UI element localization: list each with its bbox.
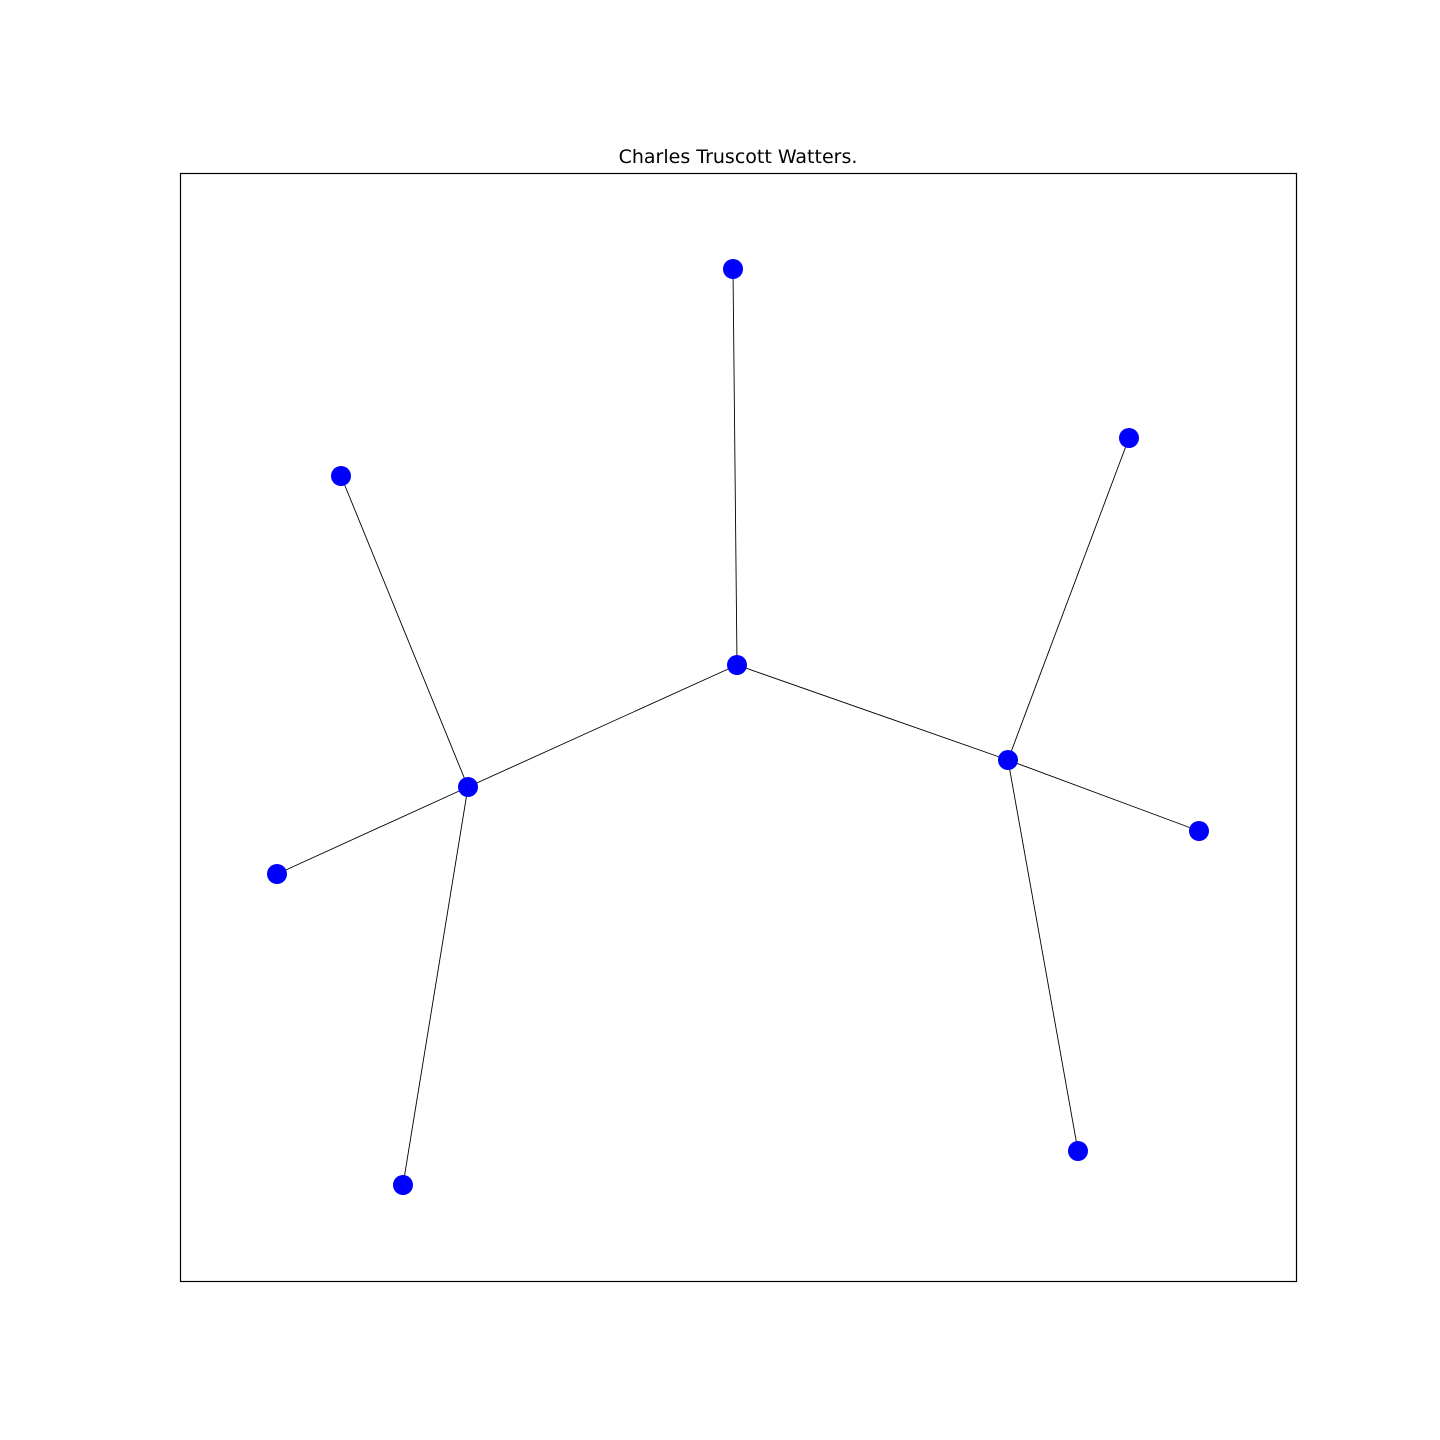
- node-center: [727, 655, 747, 675]
- edge-right-hub-right-upper: [1007, 437, 1130, 761]
- edge-left-hub-left-upper: [340, 475, 469, 788]
- edge-center-right-hub: [736, 664, 1009, 761]
- edge-left-hub-left-side: [276, 786, 469, 875]
- node-top: [723, 259, 743, 279]
- edge-left-hub-left-bottom: [402, 786, 469, 1186]
- edge-center-left-hub: [467, 664, 738, 788]
- edge-right-hub-right-bottom: [1007, 759, 1079, 1152]
- plot-frame: [179, 172, 1298, 1283]
- node-right-side: [1189, 821, 1209, 841]
- edges-layer: [276, 268, 1200, 1186]
- nodes-layer: [267, 259, 1209, 1195]
- edge-right-hub-right-side: [1007, 759, 1200, 832]
- node-left-bottom: [393, 1175, 413, 1195]
- plot-title: Charles Truscott Watters.: [619, 146, 858, 168]
- edge-center-top: [732, 268, 738, 666]
- node-left-hub: [458, 777, 478, 797]
- node-right-upper: [1119, 428, 1139, 448]
- node-right-hub: [998, 750, 1018, 770]
- node-right-bottom: [1068, 1141, 1088, 1161]
- node-left-upper: [331, 466, 351, 486]
- node-left-side: [267, 864, 287, 884]
